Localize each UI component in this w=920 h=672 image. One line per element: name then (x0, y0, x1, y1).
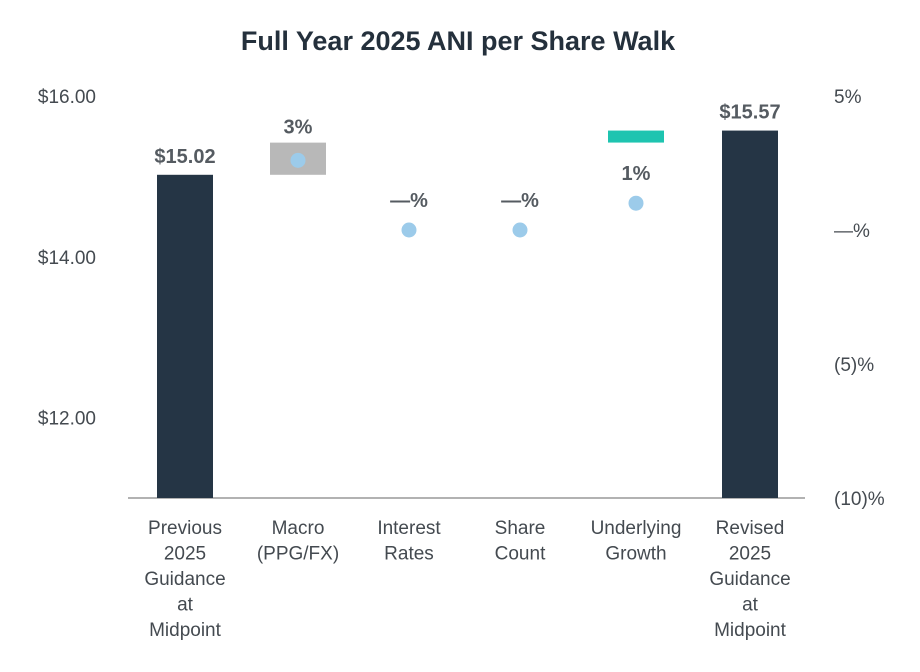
category-label-line: (PPG/FX) (257, 544, 339, 565)
category-label: Interest Rates (377, 518, 441, 565)
category-label-line: Rates (384, 544, 434, 565)
growth-points-group (290, 152, 644, 238)
right-axis-tick-label: 5% (834, 87, 862, 108)
bars-group (157, 130, 778, 499)
data-labels-group: $15.02 3% —% —% 1% $15.57 (154, 102, 780, 212)
growth-point (512, 222, 528, 238)
total-bar (722, 130, 778, 498)
data-label: 1% (622, 163, 651, 185)
category-labels-group: Previous 2025 Guidance at Midpoint Macro (PPG/… (144, 518, 790, 641)
category-label-line: Share (495, 518, 546, 539)
category-label-line: 2025 (729, 544, 771, 565)
right-axis-tick-label: —% (834, 221, 870, 242)
left-axis-tick-label: $12.00 (38, 409, 96, 430)
category-label-line: 2025 (164, 544, 206, 565)
data-label: 3% (284, 117, 313, 139)
data-label: $15.02 (154, 146, 215, 168)
category-label: Revised 2025 Guidance at Midpoint (709, 518, 790, 641)
chart-title: Full Year 2025 ANI per Share Walk (241, 26, 676, 56)
total-bar (157, 174, 213, 499)
right-axis-tick-label: (10)% (834, 489, 885, 510)
data-label: $15.57 (719, 102, 780, 124)
growth-point (290, 152, 306, 168)
category-label-line: Growth (605, 544, 666, 565)
category-label-line: Underlying (591, 518, 682, 539)
left-axis: $12.00 $14.00 $16.00 (38, 87, 96, 430)
category-label-line: Interest (377, 518, 441, 539)
category-label-line: at (177, 595, 194, 616)
category-label-line: Guidance (144, 569, 225, 590)
category-label-line: Revised (716, 518, 785, 539)
category-label-line: Guidance (709, 569, 790, 590)
category-label-line: Count (495, 544, 546, 565)
category-label-line: at (742, 595, 759, 616)
category-label-line: Macro (272, 518, 325, 539)
change-bar (608, 130, 664, 143)
left-axis-tick-label: $14.00 (38, 248, 96, 269)
growth-point (628, 195, 644, 211)
growth-point (401, 222, 417, 238)
category-label: Share Count (495, 518, 546, 565)
category-label: Macro (PPG/FX) (257, 518, 339, 565)
left-axis-tick-label: $16.00 (38, 87, 96, 108)
right-axis: 5% —% (5)% (10)% (834, 87, 885, 510)
category-label-line: Previous (148, 518, 222, 539)
category-label-line: Midpoint (714, 620, 787, 641)
category-label: Underlying Growth (591, 518, 682, 565)
data-label: —% (501, 190, 539, 212)
category-label-line: Midpoint (149, 620, 222, 641)
category-label: Previous 2025 Guidance at Midpoint (144, 518, 225, 641)
right-axis-tick-label: (5)% (834, 355, 874, 376)
data-label: —% (390, 190, 428, 212)
